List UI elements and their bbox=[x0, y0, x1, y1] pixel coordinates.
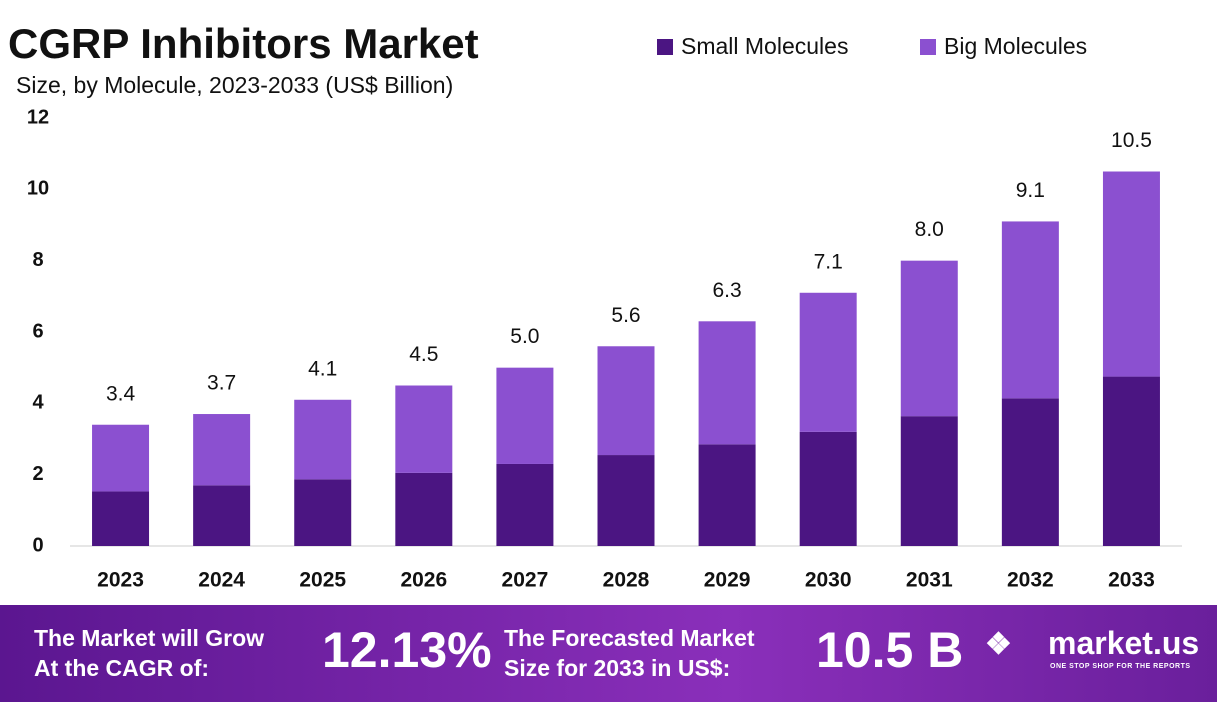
text-line: At the CAGR of: bbox=[34, 655, 210, 681]
legend-swatch bbox=[920, 39, 936, 55]
bar-segment bbox=[496, 463, 554, 546]
bar-segment bbox=[1001, 221, 1059, 399]
bar-segment bbox=[1102, 376, 1160, 546]
bar-segment bbox=[597, 455, 655, 546]
total-label: 9.1 bbox=[1016, 179, 1045, 202]
brand-icon: ❖ bbox=[985, 628, 1012, 661]
total-label: 3.4 bbox=[106, 382, 136, 405]
bar-segment bbox=[294, 479, 352, 546]
x-tick-label: 2025 bbox=[299, 569, 346, 592]
bar-segment bbox=[395, 385, 453, 473]
bar-segment bbox=[496, 367, 554, 464]
bar-segment bbox=[900, 416, 958, 546]
x-tick-label: 2026 bbox=[400, 569, 447, 592]
chart: CGRP Inhibitors Market Size, by Molecule… bbox=[8, 20, 1182, 592]
total-label: 7.1 bbox=[814, 250, 843, 273]
y-tick-label: 2 bbox=[32, 463, 43, 485]
cagr-text: The Market will Grow At the CAGR of: bbox=[34, 623, 264, 683]
total-label: 10.5 bbox=[1111, 129, 1152, 152]
bar-segment bbox=[1102, 171, 1160, 377]
y-tick-label: 12 bbox=[27, 106, 49, 128]
x-tick-label: 2032 bbox=[1007, 569, 1054, 592]
bar-segment bbox=[193, 485, 251, 546]
total-label: 4.5 bbox=[409, 343, 438, 366]
bar-segment bbox=[698, 321, 756, 445]
y-tick-label: 4 bbox=[32, 392, 44, 414]
x-tick-label: 2033 bbox=[1108, 569, 1155, 592]
x-tick-label: 2028 bbox=[603, 569, 650, 592]
bar-segment bbox=[1001, 398, 1059, 546]
bar-segment bbox=[900, 260, 958, 417]
legend-label: Big Molecules bbox=[944, 33, 1087, 59]
bar-segment bbox=[597, 346, 655, 456]
text-line: The Forecasted Market bbox=[504, 625, 755, 651]
tagline: ONE STOP SHOP FOR THE REPORTS bbox=[1050, 663, 1191, 670]
legend-swatch bbox=[657, 39, 673, 55]
cagr-value: 12.13% bbox=[322, 622, 492, 678]
forecast-text: The Forecasted Market Size for 2033 in US… bbox=[504, 623, 755, 683]
text-line: Size for 2033 in US$: bbox=[504, 655, 731, 681]
y-tick-label: 0 bbox=[32, 534, 43, 556]
chart-subtitle: Size, by Molecule, 2023-2033 (US$ Billio… bbox=[16, 72, 453, 98]
footer-banner: The Market will Grow At the CAGR of: 12.1… bbox=[0, 605, 1217, 702]
total-label: 8.0 bbox=[915, 218, 944, 241]
x-tick-label: 2031 bbox=[906, 569, 953, 592]
total-label: 5.0 bbox=[510, 325, 539, 348]
text-line: The Market will Grow bbox=[34, 625, 265, 651]
x-tick-label: 2027 bbox=[502, 569, 549, 592]
total-label: 6.3 bbox=[712, 279, 741, 302]
forecast-value: 10.5 B bbox=[816, 622, 964, 678]
bar-segment bbox=[92, 424, 150, 492]
x-tick-label: 2023 bbox=[97, 569, 144, 592]
x-tick-label: 2024 bbox=[198, 569, 245, 592]
total-label: 5.6 bbox=[611, 304, 640, 327]
x-tick-label: 2030 bbox=[805, 569, 852, 592]
y-tick-label: 8 bbox=[32, 249, 43, 271]
y-tick-label: 10 bbox=[27, 178, 49, 200]
y-tick-label: 6 bbox=[32, 320, 43, 342]
brand: market.us bbox=[1048, 625, 1200, 661]
chart-title: CGRP Inhibitors Market bbox=[8, 20, 479, 67]
bar-segment bbox=[698, 444, 756, 546]
total-label: 4.1 bbox=[308, 357, 337, 380]
legend-label: Small Molecules bbox=[681, 33, 848, 59]
bar-segment bbox=[193, 414, 251, 486]
total-label: 3.7 bbox=[207, 372, 236, 395]
bar-segment bbox=[294, 399, 352, 480]
bar-segment bbox=[395, 472, 453, 546]
x-tick-label: 2029 bbox=[704, 569, 751, 592]
bar-segment bbox=[799, 431, 857, 546]
bar-segment bbox=[92, 491, 150, 546]
bar-segment bbox=[799, 292, 857, 432]
